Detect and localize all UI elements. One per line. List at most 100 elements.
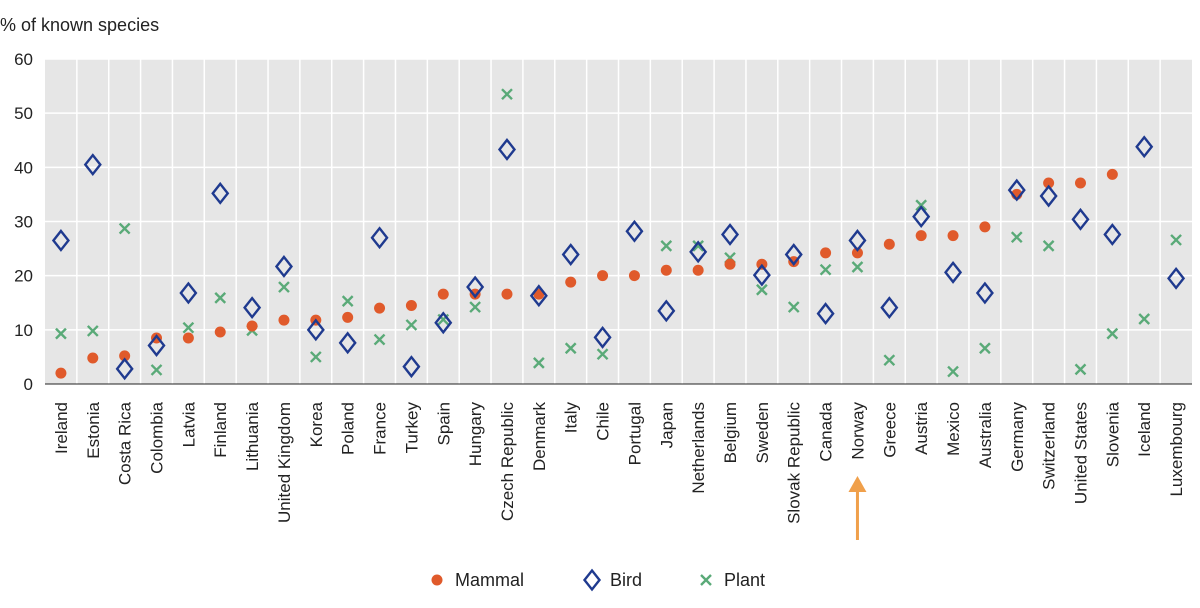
mammal-point-costa-rica <box>119 350 131 362</box>
legend-marker-plant <box>700 574 712 586</box>
plant-point-greece <box>883 354 896 367</box>
bird-point-hungary <box>466 275 485 299</box>
mammal-point-belgium <box>724 258 736 270</box>
plant-point-czech-republic <box>501 88 513 101</box>
bird-point-united-kingdom <box>274 255 293 278</box>
plant-point-poland <box>341 295 354 307</box>
mammal-point-slovenia <box>1106 168 1118 180</box>
plant-point-latvia <box>182 321 195 334</box>
plant-point-norway <box>851 261 864 273</box>
bird-point-norway <box>848 229 867 252</box>
legend-item-plant: Plant <box>700 570 765 590</box>
x-tick-label-czech-republic: Czech Republic <box>498 402 517 522</box>
x-tick-label-luxembourg: Luxembourg <box>1167 402 1186 497</box>
plant-point-hungary <box>469 301 481 313</box>
x-tick-label-austria: Austria <box>912 401 931 454</box>
plant-point-iceland <box>1138 313 1151 325</box>
x-tick-label-mexico: Mexico <box>944 402 963 456</box>
y-tick-label: 10 <box>14 321 33 340</box>
x-tick-label-sweden: Sweden <box>753 402 772 463</box>
bird-point-korea <box>306 318 325 342</box>
mammal-point-united-kingdom <box>278 314 290 326</box>
mammal-point-estonia <box>87 352 99 364</box>
mammal-point-chile <box>597 270 609 282</box>
mammal-point-lithuania <box>246 320 258 332</box>
bird-point-united-states <box>1071 207 1090 231</box>
mammal-point-poland <box>342 311 354 323</box>
mammal-point-united-states <box>1074 177 1086 189</box>
mammal-point-ireland <box>55 367 67 379</box>
bird-point-austria <box>912 205 931 229</box>
x-axis: Ireland Estonia Costa Rica Colombia Latvia Fi… <box>52 401 1186 523</box>
y-tick-label: 30 <box>14 213 33 232</box>
mammal-point-canada <box>820 247 832 259</box>
mammal-point-netherlands <box>692 264 704 276</box>
bird-point-chile <box>593 325 612 349</box>
x-tick-label-united-kingdom: United Kingdom <box>275 402 294 523</box>
bird-point-lithuania <box>243 296 262 320</box>
bird-point-spain <box>434 311 453 335</box>
series-bird <box>51 135 1186 381</box>
bird-point-mexico <box>944 260 963 284</box>
x-tick-label-chile: Chile <box>594 402 613 441</box>
legend-marker-bird <box>582 568 602 592</box>
mammal-point-austria <box>915 230 927 242</box>
bird-point-luxembourg <box>1167 266 1186 290</box>
bird-point-australia <box>975 281 994 305</box>
bird-point-poland <box>338 331 357 355</box>
plant-point-switzerland <box>1042 240 1055 252</box>
plant-point-korea <box>309 351 322 363</box>
x-tick-label-japan: Japan <box>657 402 676 448</box>
bird-point-latvia <box>179 281 198 305</box>
bird-point-slovak-republic <box>784 243 803 266</box>
mammal-point-australia <box>979 221 991 233</box>
legend-item-mammal: Mammal <box>431 570 524 590</box>
y-axis-title: % of known species <box>0 15 159 35</box>
mammal-point-france <box>374 302 386 314</box>
legend-label-mammal: Mammal <box>455 570 524 590</box>
mammal-point-mexico <box>947 230 959 242</box>
y-tick-label: 50 <box>14 104 33 123</box>
x-tick-label-denmark: Denmark <box>530 402 549 471</box>
plant-point-australia <box>979 342 991 355</box>
plant-point-mexico <box>947 365 959 378</box>
mammal-point-greece <box>883 238 895 250</box>
x-tick-label-italy: Italy <box>562 402 581 434</box>
bird-point-estonia <box>83 153 102 177</box>
plant-point-ireland <box>55 327 67 340</box>
highlight-arrow <box>848 476 867 540</box>
plant-point-slovenia <box>1106 327 1119 340</box>
legend-label-plant: Plant <box>724 570 765 590</box>
bird-point-turkey <box>402 355 421 379</box>
x-tick-label-netherlands: Netherlands <box>689 402 708 494</box>
mammal-point-spain <box>437 288 449 300</box>
plant-point-finland <box>214 292 227 304</box>
y-axis: 0 10 20 30 40 50 60 <box>14 50 33 394</box>
arrow-head <box>848 476 867 492</box>
bird-point-switzerland <box>1039 184 1058 208</box>
bird-point-slovenia <box>1103 223 1122 246</box>
mammal-point-norway <box>851 247 863 259</box>
plant-point-germany <box>1010 231 1023 244</box>
x-tick-label-portugal: Portugal <box>625 402 644 465</box>
bird-point-netherlands <box>689 240 708 264</box>
plant-point-netherlands <box>692 240 705 252</box>
plant-point-colombia <box>150 364 163 376</box>
series-plant <box>55 88 1182 378</box>
plant-point-canada <box>819 263 832 276</box>
x-tick-label-poland: Poland <box>339 402 358 455</box>
bird-point-italy <box>561 243 580 266</box>
mammal-point-portugal <box>628 270 640 282</box>
plant-point-japan <box>660 240 673 252</box>
legend-item-bird: Bird <box>582 568 642 592</box>
bird-point-belgium <box>720 223 740 246</box>
x-tick-label-slovenia: Slovenia <box>1103 401 1122 467</box>
mammal-point-japan <box>660 264 672 276</box>
bird-point-iceland <box>1135 135 1154 159</box>
x-tick-label-slovak-republic: Slovak Republic <box>785 402 804 524</box>
bird-point-france <box>370 226 389 250</box>
plant-point-costa-rica <box>118 222 131 235</box>
plant-point-france <box>373 333 386 346</box>
bird-point-greece <box>880 296 899 320</box>
